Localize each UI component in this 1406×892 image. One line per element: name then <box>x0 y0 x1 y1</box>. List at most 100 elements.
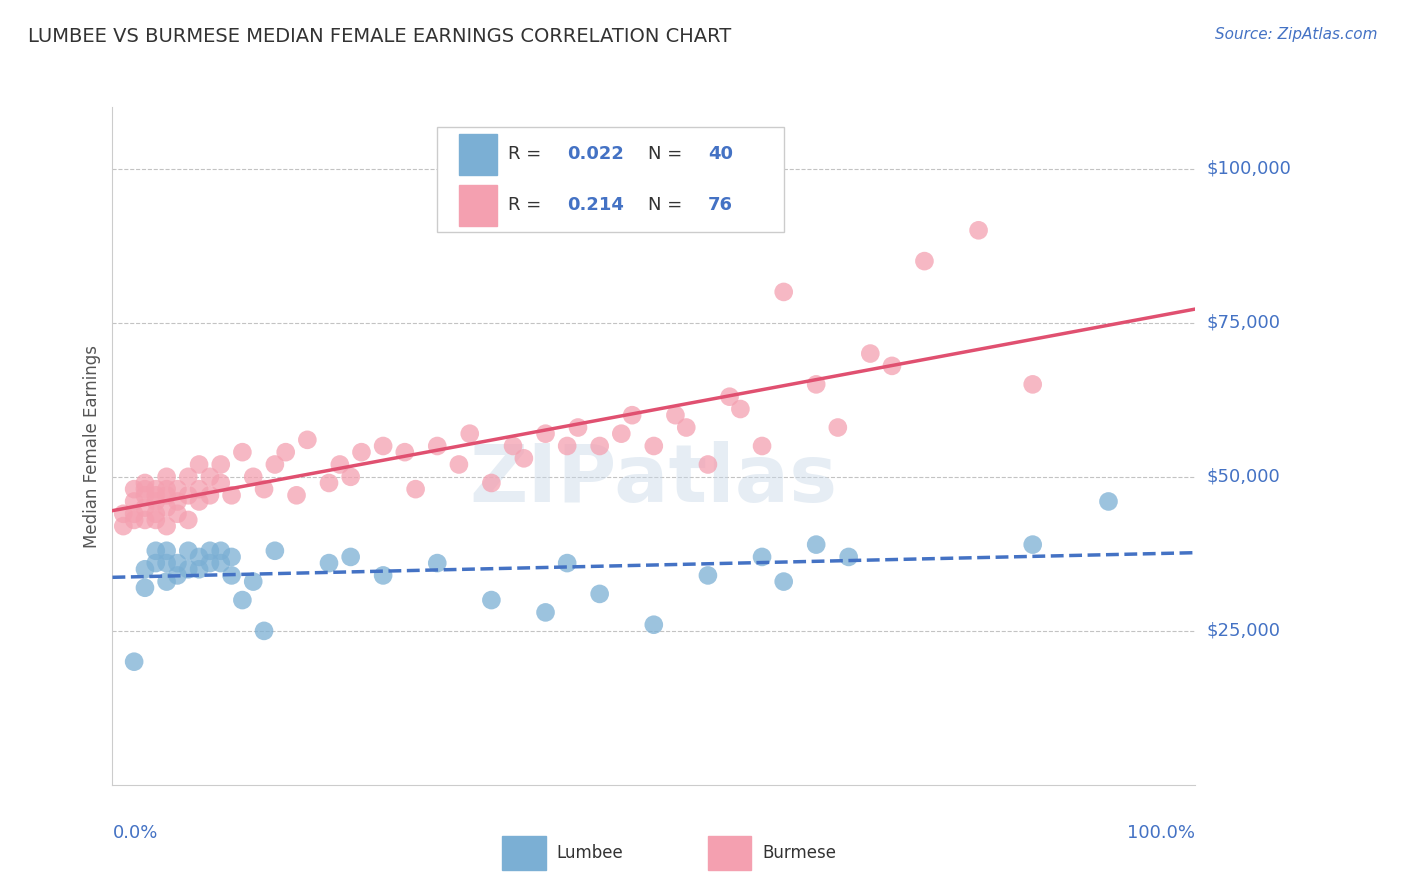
Point <box>447 458 470 472</box>
Point <box>122 482 145 496</box>
Point <box>209 475 232 490</box>
Text: 76: 76 <box>709 196 733 214</box>
Text: Lumbee: Lumbee <box>557 844 623 862</box>
Text: 0.0%: 0.0% <box>112 824 157 842</box>
Point <box>914 254 936 268</box>
Point <box>145 494 167 508</box>
Point <box>967 223 990 237</box>
Point <box>730 402 752 417</box>
Point <box>155 470 177 484</box>
Point <box>588 439 610 453</box>
Text: R =: R = <box>508 145 547 163</box>
Point <box>827 420 849 434</box>
Point <box>643 617 665 632</box>
Point <box>772 574 794 589</box>
Point <box>339 470 361 484</box>
Point <box>145 513 167 527</box>
FancyBboxPatch shape <box>437 128 783 233</box>
Point <box>188 562 211 576</box>
Point <box>274 445 297 459</box>
Point <box>371 439 394 453</box>
Point <box>394 445 416 459</box>
Point <box>122 655 145 669</box>
Point <box>198 488 221 502</box>
Text: 0.214: 0.214 <box>567 196 624 214</box>
Point <box>155 500 177 515</box>
Point <box>718 390 741 404</box>
Point <box>479 475 503 490</box>
Point <box>198 543 221 558</box>
Point <box>134 475 156 490</box>
Point <box>285 488 308 502</box>
Point <box>318 556 340 570</box>
Point <box>134 513 156 527</box>
Point <box>166 568 188 582</box>
Point <box>458 426 481 441</box>
Point <box>350 445 373 459</box>
Text: $25,000: $25,000 <box>1206 622 1281 640</box>
Point <box>242 574 264 589</box>
Point <box>231 593 253 607</box>
Point <box>122 494 145 508</box>
Text: Burmese: Burmese <box>762 844 837 862</box>
Point <box>177 488 200 502</box>
Point <box>751 549 773 564</box>
Point <box>1021 377 1043 392</box>
Point <box>555 439 578 453</box>
Point <box>177 562 200 576</box>
Point <box>751 439 773 453</box>
Point <box>567 420 589 434</box>
Point <box>242 470 264 484</box>
Point <box>513 451 536 466</box>
Point <box>198 470 221 484</box>
Point <box>297 433 319 447</box>
Point <box>643 439 665 453</box>
Text: $50,000: $50,000 <box>1206 467 1279 486</box>
Point <box>221 549 243 564</box>
Point <box>502 439 524 453</box>
Point <box>264 458 287 472</box>
Point <box>221 568 243 582</box>
Point <box>177 543 200 558</box>
Point <box>145 543 167 558</box>
Point <box>534 606 557 620</box>
Point <box>155 543 177 558</box>
Point <box>177 470 200 484</box>
Text: N =: N = <box>648 196 689 214</box>
Point <box>804 377 827 392</box>
Point <box>318 475 340 490</box>
Point <box>209 458 232 472</box>
Point <box>371 568 394 582</box>
Point <box>145 507 167 521</box>
Point <box>426 556 449 570</box>
FancyBboxPatch shape <box>709 836 751 870</box>
Point <box>534 426 557 441</box>
Point <box>166 556 188 570</box>
Point <box>166 507 188 521</box>
Point <box>155 482 177 496</box>
Point <box>155 519 177 533</box>
Text: $75,000: $75,000 <box>1206 314 1281 332</box>
Point <box>329 458 352 472</box>
Point <box>188 482 211 496</box>
Text: 0.022: 0.022 <box>567 145 624 163</box>
Point <box>697 458 720 472</box>
Point <box>697 568 720 582</box>
Point <box>555 556 578 570</box>
Point <box>122 513 145 527</box>
Point <box>772 285 794 299</box>
Point <box>112 507 135 521</box>
Text: N =: N = <box>648 145 689 163</box>
Y-axis label: Median Female Earnings: Median Female Earnings <box>83 344 101 548</box>
Point <box>231 445 253 459</box>
Point <box>145 556 167 570</box>
Point <box>479 593 503 607</box>
Point <box>177 513 200 527</box>
Point <box>188 549 211 564</box>
Point <box>610 426 633 441</box>
Point <box>405 482 427 496</box>
Point <box>339 549 361 564</box>
Text: $100,000: $100,000 <box>1206 160 1291 178</box>
Point <box>838 549 860 564</box>
Point <box>209 556 232 570</box>
